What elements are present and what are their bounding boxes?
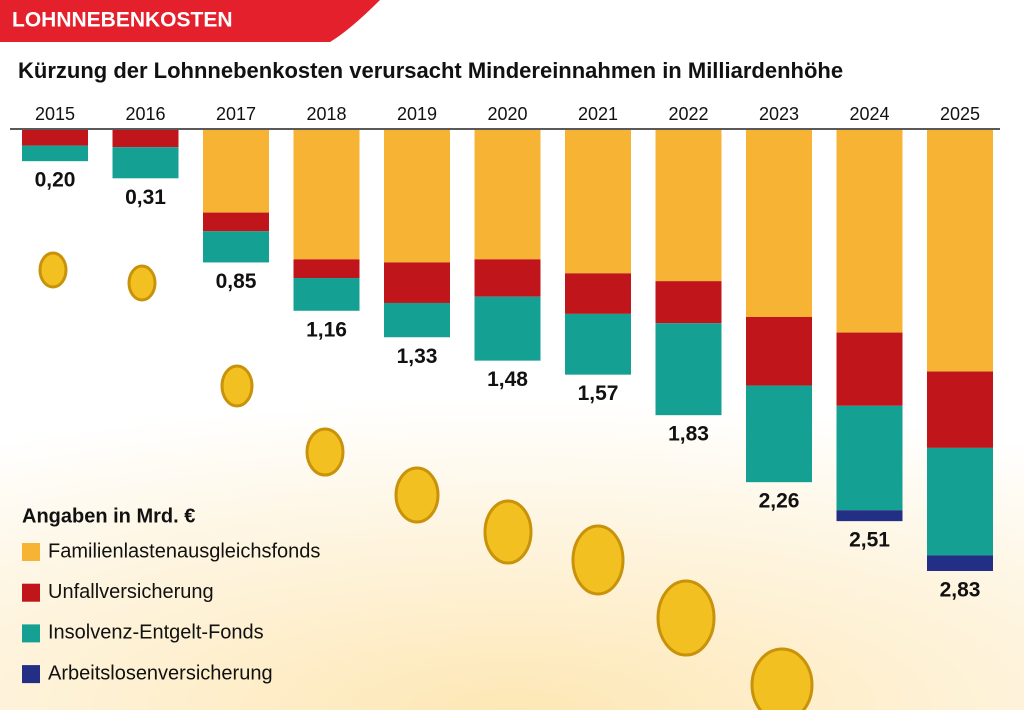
x-tick-label: 2017: [216, 104, 256, 124]
x-tick-label: 2024: [849, 104, 889, 124]
value-label: 1,83: [668, 423, 709, 446]
value-label: 2,26: [759, 490, 800, 513]
bar-segment: [293, 130, 360, 260]
coin: [571, 524, 625, 596]
bar-segment: [836, 405, 903, 511]
legend-label: Familienlastenausgleichsfonds: [48, 540, 320, 562]
legend-title: Angaben in Mrd. €: [22, 505, 195, 527]
coin: [750, 647, 814, 710]
bar-segment: [565, 313, 631, 375]
bar-segment: [293, 259, 360, 279]
bar-segment: [112, 147, 179, 179]
value-label: 1,16: [306, 318, 347, 341]
bar-segment: [203, 212, 269, 232]
bar-segment: [746, 385, 812, 483]
bar-segment: [384, 262, 450, 303]
legend-label: Insolvenz-Entgelt-Fonds: [48, 622, 264, 644]
bar-segment: [927, 371, 993, 448]
legend-swatch: [22, 665, 40, 684]
bar-segment: [384, 302, 450, 338]
coin: [305, 427, 345, 477]
x-tick-label: 2019: [397, 104, 437, 124]
x-tick-label: 2023: [759, 104, 799, 124]
bar-segment: [203, 130, 269, 213]
x-tick-label: 2016: [125, 104, 165, 124]
value-label: 2,51: [849, 529, 890, 552]
bar-segment: [474, 259, 541, 297]
chart-title: Kürzung der Lohnnebenkosten verursacht M…: [18, 58, 843, 83]
bar-segment: [746, 130, 812, 317]
bar-segment: [927, 130, 993, 372]
bar-segment: [746, 316, 812, 386]
value-label: 0,85: [216, 270, 257, 293]
value-label: 1,48: [487, 368, 528, 391]
bar-segment: [655, 323, 722, 416]
value-label: 0,31: [125, 186, 166, 209]
legend-label: Unfallversicherung: [48, 581, 214, 603]
bar-segment: [112, 130, 179, 148]
bar-segment: [836, 332, 903, 406]
bar-segment: [836, 510, 903, 522]
legend-label: Arbeitslosenversicherung: [48, 662, 273, 684]
x-tick-label: 2021: [578, 104, 618, 124]
coins: [38, 251, 814, 710]
bar-segment: [927, 447, 993, 556]
value-label: 1,33: [397, 345, 438, 368]
bar-segment: [565, 130, 631, 274]
bar-segment: [565, 273, 631, 314]
value-label: 1,57: [578, 382, 619, 405]
bar-segment: [836, 130, 903, 333]
bar-segment: [293, 278, 360, 311]
bar-segment: [203, 231, 269, 263]
x-tick-label: 2025: [940, 104, 980, 124]
legend-swatch: [22, 624, 40, 643]
header: LOHNNEBENKOSTEN: [12, 9, 233, 32]
bar-segment: [474, 130, 541, 260]
x-tick-label: 2022: [668, 104, 708, 124]
value-label: 0,20: [35, 169, 76, 192]
bar-segment: [655, 130, 722, 282]
coin: [220, 364, 254, 408]
coin: [656, 579, 716, 657]
legend-swatch: [22, 583, 40, 602]
x-tick-label: 2020: [487, 104, 527, 124]
bar-segment: [474, 296, 541, 361]
coin: [483, 499, 533, 565]
header-banner: [0, 0, 380, 42]
coin: [394, 466, 440, 524]
bar-segment: [22, 130, 88, 146]
coin: [127, 264, 157, 302]
bar-segment: [655, 281, 722, 324]
bar-segment: [384, 130, 450, 263]
coin: [38, 251, 68, 289]
x-tick-label: 2015: [35, 104, 75, 124]
bar-segment: [927, 555, 993, 571]
legend-swatch: [22, 543, 40, 561]
x-tick-label: 2018: [306, 104, 346, 124]
bar-segment: [22, 145, 88, 162]
value-label: 2,83: [940, 579, 981, 602]
